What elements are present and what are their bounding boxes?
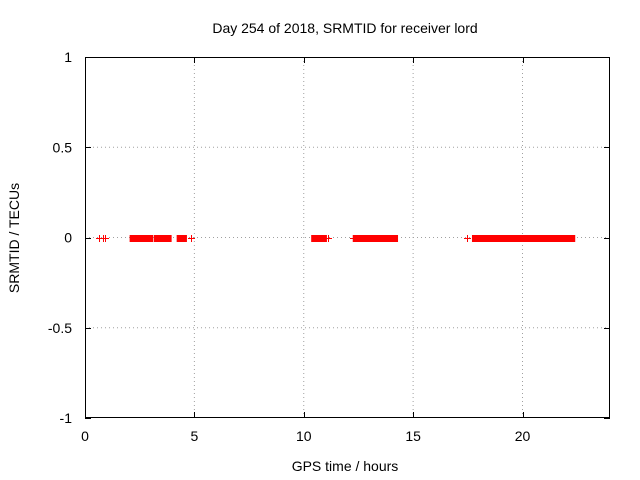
- x-tick-label: 5: [190, 428, 198, 444]
- axes: [85, 57, 610, 419]
- chart-title: Day 254 of 2018, SRMTID for receiver lor…: [212, 20, 477, 36]
- data-point-run: [162, 235, 172, 242]
- data-point: [102, 235, 109, 242]
- data-point-run: [176, 235, 187, 242]
- data-point-run: [153, 235, 166, 242]
- data-point-run: [352, 235, 399, 242]
- x-axis-label: GPS time / hours: [292, 458, 399, 474]
- x-tick-label: 0: [81, 428, 89, 444]
- y-tick-label: 0.5: [53, 139, 73, 155]
- x-tick-label: 10: [296, 428, 312, 444]
- y-tick-label: 0: [64, 230, 72, 246]
- plot-frame: [85, 57, 610, 418]
- data-point-run: [129, 235, 154, 242]
- data-point: [464, 235, 471, 242]
- data-point: [188, 235, 195, 242]
- x-tick-label: 20: [515, 428, 531, 444]
- data-point-run: [311, 235, 327, 242]
- y-axis-label: SRMTID / TECUs: [6, 183, 22, 293]
- y-tick-label: 1: [64, 49, 72, 65]
- data-point-run: [471, 235, 576, 242]
- x-tick-label: 15: [405, 428, 421, 444]
- y-tick-label: -1: [60, 410, 73, 426]
- tick-labels: 0 5 10 15 20 1 0.5 0 -0.5 -1: [48, 49, 531, 444]
- data-series: [96, 235, 576, 242]
- y-tick-label: -0.5: [48, 320, 72, 336]
